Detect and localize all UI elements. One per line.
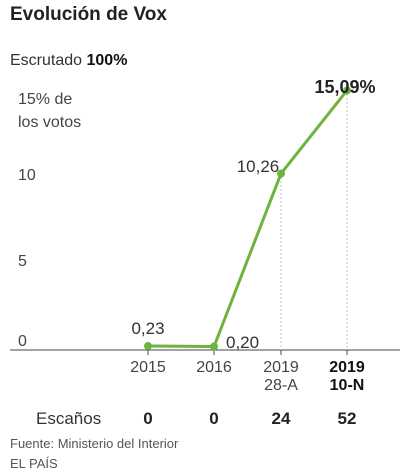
seats-label: Escaños [36,409,101,428]
data-point [144,342,152,351]
x-tick-label: 2016 [196,359,232,376]
data-label: 0,23 [131,319,164,338]
y-tick-label: 5 [18,253,27,270]
y-tick-label: 0 [18,333,27,350]
x-tick-label: 28-A [264,377,298,394]
count-value: 100% [86,52,128,69]
count-label: Escrutado [10,52,83,69]
y-tick-label: los votos [18,114,81,131]
seats-value: 0 [209,409,218,428]
series-line [146,88,349,349]
seats-value: 24 [272,409,291,428]
data-point [277,169,285,178]
line-chart: 0 5 10 15% de los votos 0,23 0,20 10,26 15,09% 20… [10,77,400,428]
x-tick-label: 2019 [329,359,365,376]
data-point [210,342,218,351]
seats-value: 52 [338,409,357,428]
y-tick-label: 10 [18,167,36,184]
x-tick-label: 10-N [330,377,365,394]
data-point [343,86,351,95]
data-label: 15,09% [314,77,375,97]
x-tick-label: 2015 [130,359,166,376]
publisher-credit: EL PAÍS [10,456,58,471]
chart-title: Evolución de Vox [10,4,167,25]
source-note: Fuente: Ministerio del Interior [10,436,179,451]
data-label: 10,26 [237,157,280,176]
seats-value: 0 [143,409,152,428]
data-label: 0,20 [226,333,259,352]
count-status: Escrutado 100% [10,52,127,70]
x-tick-label: 2019 [263,359,299,376]
y-tick-label: 15% de [18,91,72,108]
